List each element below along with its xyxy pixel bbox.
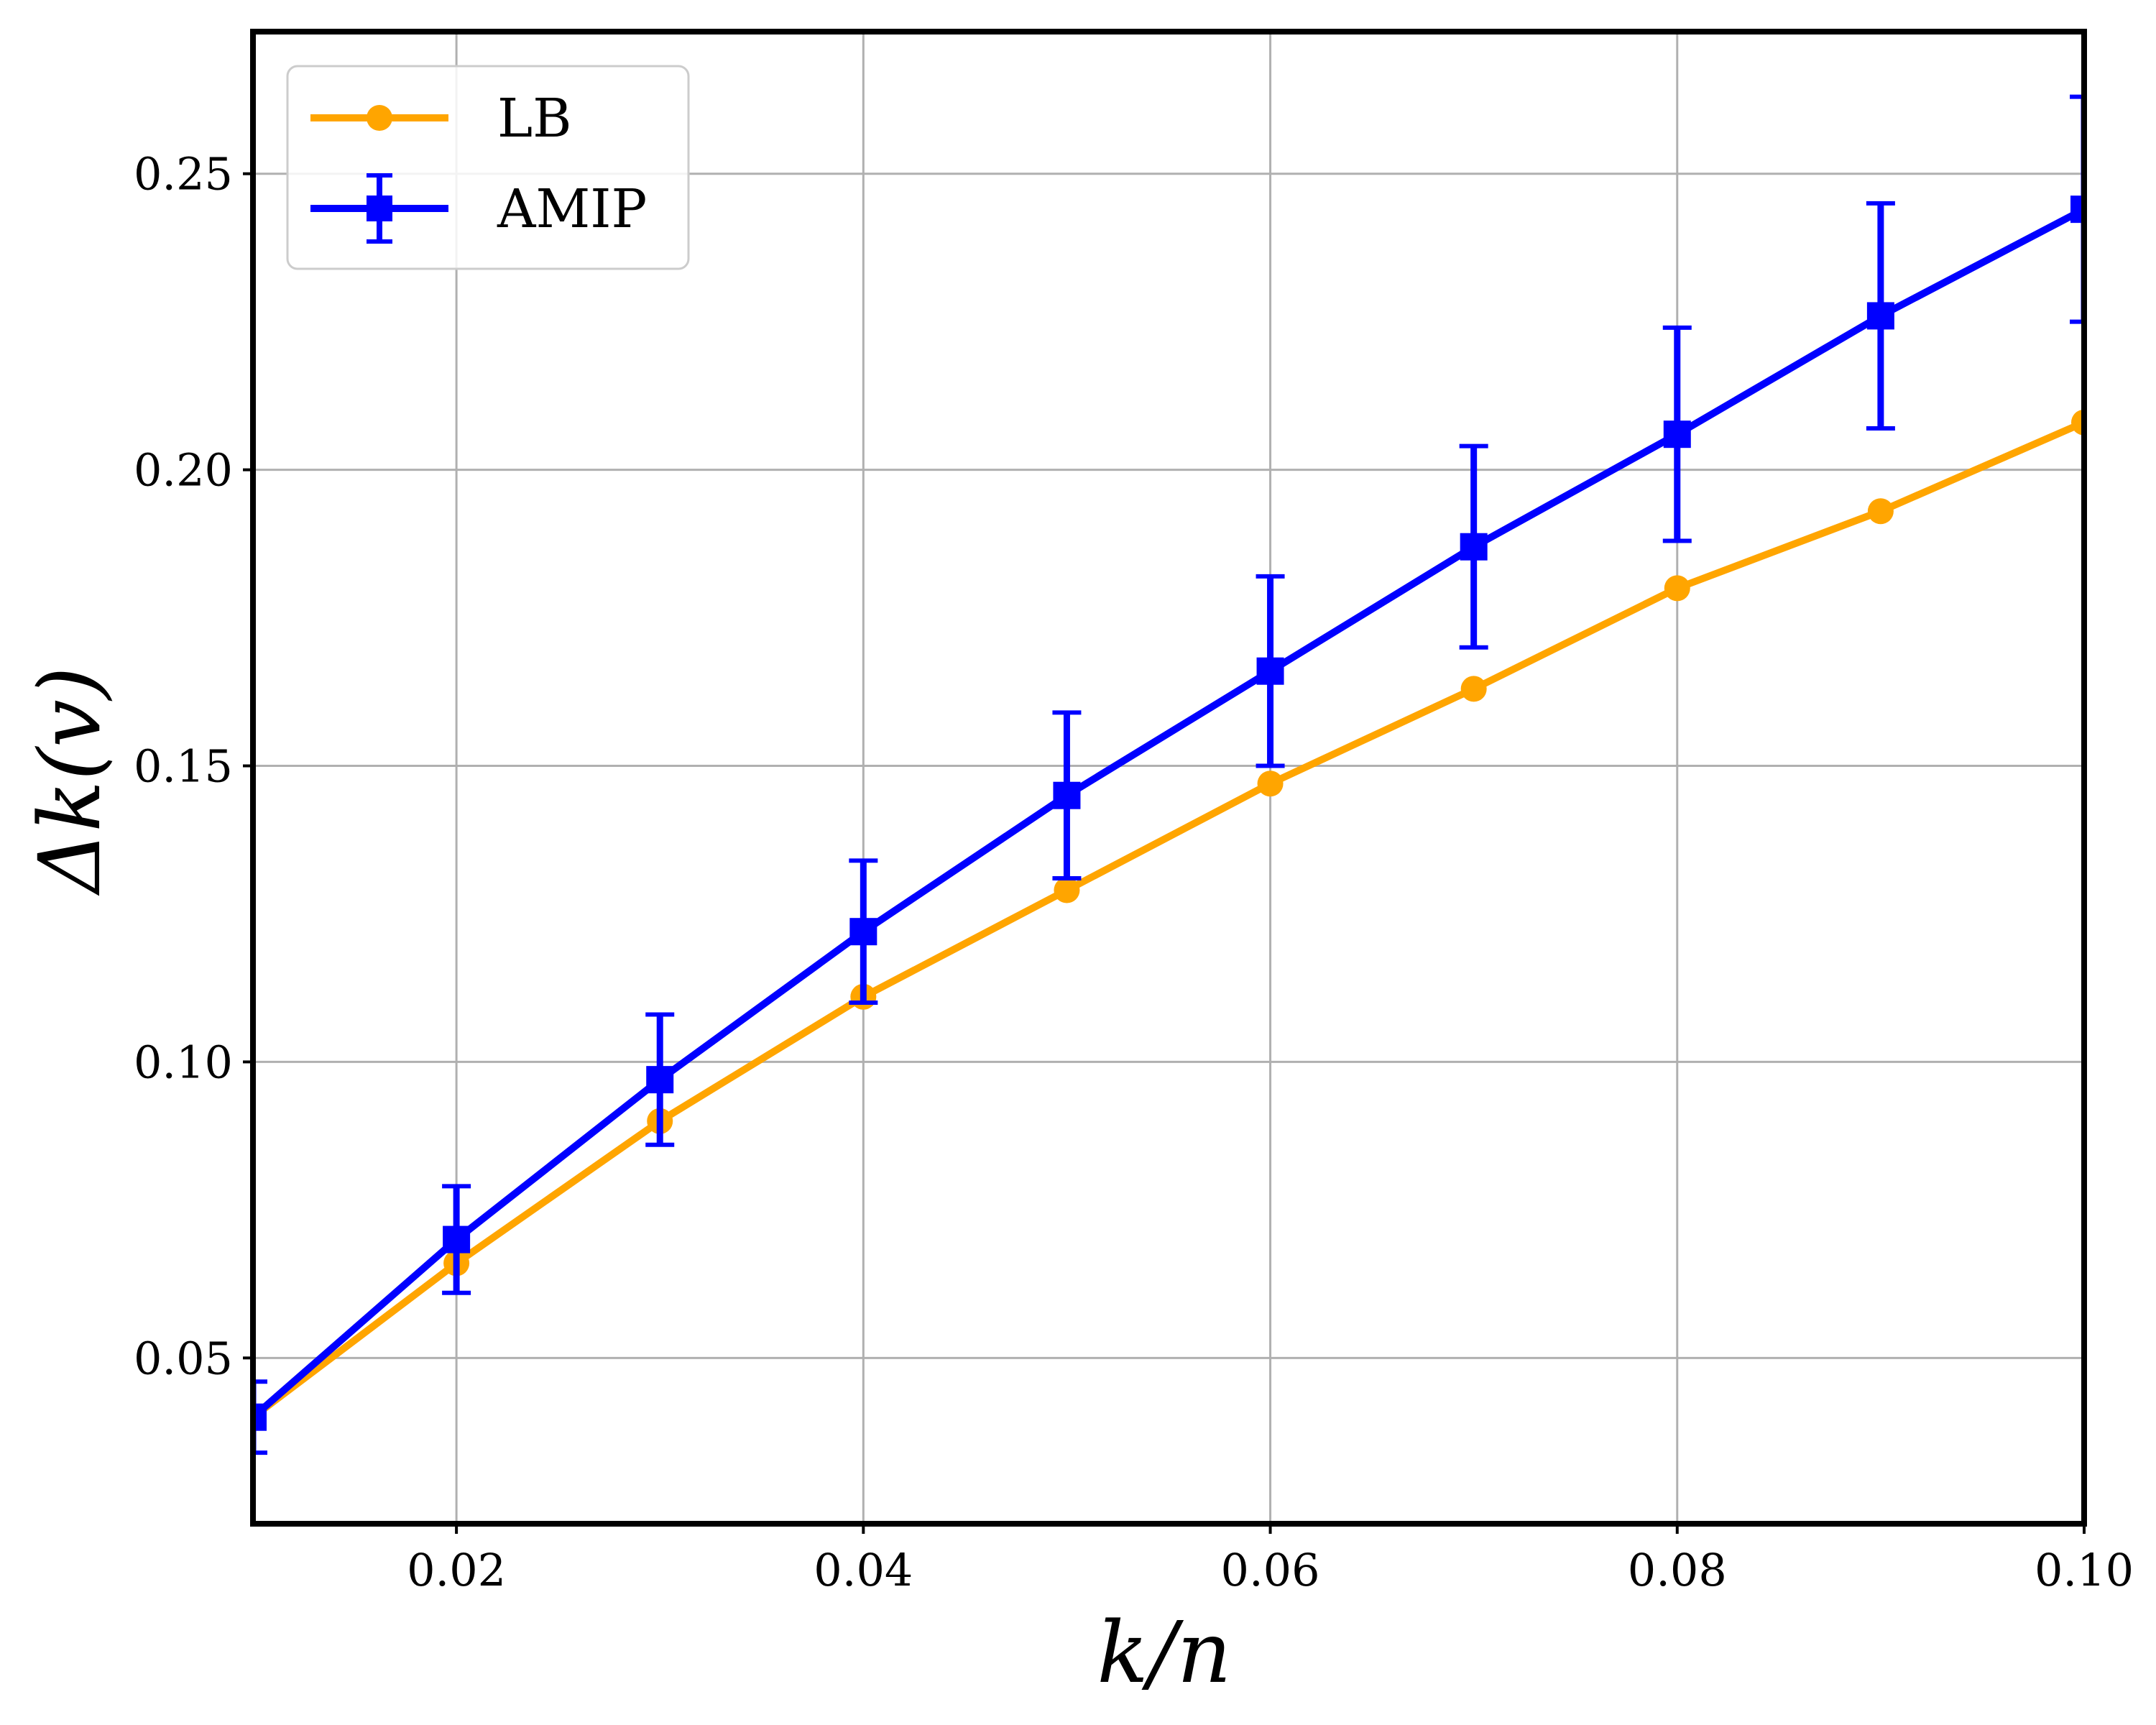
series-line-amip	[253, 206, 2084, 1420]
data-point-amip	[1866, 302, 1894, 330]
x-axis-label: k/n	[1097, 1603, 1231, 1702]
legend: LB AMIP	[286, 65, 690, 270]
series-line-lb	[253, 419, 2084, 1420]
tick-labels: 0.02 0.04 0.06 0.08 0.10 0.05 0.10 0.15 0.20 0.25	[134, 148, 2134, 1596]
data-point-lb	[1664, 575, 1690, 602]
series-lb	[253, 409, 2084, 1430]
data-point-amip	[646, 1066, 674, 1094]
y-tick-label: 0.20	[134, 444, 233, 497]
data-point-amip	[1663, 420, 1691, 448]
data-point-amip	[1256, 657, 1284, 685]
series-layer	[253, 94, 2084, 1455]
x-tick-label: 0.08	[1628, 1544, 1727, 1596]
y-axis-label: Δk(v)	[20, 666, 119, 896]
legend-label-lb: LB	[497, 88, 572, 150]
data-point-amip	[1460, 533, 1488, 561]
legend-marker-amip	[367, 196, 392, 221]
data-point-amip	[1053, 781, 1081, 809]
data-point-lb	[1257, 770, 1284, 797]
x-tick-label: 0.02	[407, 1544, 506, 1596]
data-point-lb	[2071, 409, 2084, 436]
data-point-amip	[443, 1225, 471, 1254]
y-tick-label: 0.10	[134, 1036, 233, 1088]
x-tick-label: 0.06	[1221, 1544, 1320, 1596]
ticks	[243, 172, 2086, 1534]
data-point-amip	[2070, 196, 2084, 224]
y-tick-label: 0.25	[134, 148, 233, 201]
data-point-lb	[1867, 498, 1894, 525]
x-tick-label: 0.04	[814, 1544, 913, 1596]
legend-marker-lb	[367, 105, 392, 131]
data-point-lb	[1460, 676, 1487, 702]
data-point-amip	[253, 1403, 267, 1431]
series-amip	[253, 94, 2084, 1455]
plot-frame	[250, 29, 2087, 1527]
y-tick-label: 0.15	[134, 740, 233, 793]
data-point-lb	[1054, 877, 1080, 903]
legend-label-amip: AMIP	[497, 178, 647, 240]
data-point-amip	[849, 918, 877, 946]
x-tick-label: 0.10	[2035, 1544, 2134, 1596]
y-tick-label: 0.05	[134, 1332, 233, 1384]
